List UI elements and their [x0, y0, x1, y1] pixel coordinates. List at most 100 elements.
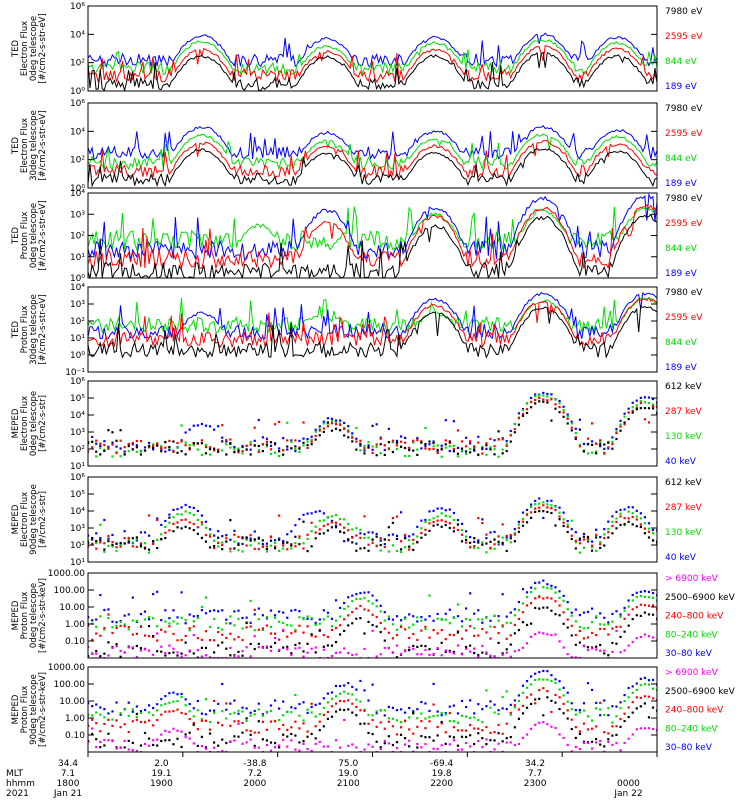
data-point-green [160, 704, 163, 707]
data-point-blue [509, 429, 512, 433]
data-point-red [436, 632, 439, 635]
data-point-green [395, 719, 399, 722]
data-point-red [412, 538, 415, 541]
data-point-red [497, 723, 500, 727]
series-line-7980-ev [88, 148, 657, 188]
data-point-blue [204, 612, 208, 615]
data-point-green [322, 706, 325, 710]
data-point-red [88, 624, 90, 627]
data-point-black [460, 447, 464, 450]
data-point-blue [221, 535, 224, 538]
data-point-blue [469, 536, 472, 539]
data-point-red [330, 521, 334, 524]
data-point-black [192, 528, 195, 532]
data-point-magenta [530, 727, 533, 730]
data-point-blue [505, 536, 508, 539]
data-point-green [603, 452, 606, 456]
data-point-magenta [424, 648, 427, 652]
data-point-red [562, 521, 565, 524]
data-point-red [127, 625, 130, 629]
data-point-green [123, 623, 126, 626]
data-point-magenta [314, 742, 317, 746]
data-point-blue [347, 596, 350, 599]
data-point-black [647, 407, 651, 410]
data-point-green [493, 711, 496, 714]
data-point-red [225, 438, 228, 442]
data-point-black [635, 614, 638, 617]
data-point-black [611, 734, 614, 737]
data-point-black [595, 738, 598, 741]
data-point-blue [184, 622, 187, 625]
data-point-red [314, 725, 317, 728]
data-point-magenta [135, 749, 138, 752]
y-axis-label-line: 30deg telescope [29, 294, 39, 365]
data-point-green [399, 624, 403, 627]
data-point-red [464, 629, 468, 632]
y-axis-label-line: Proton Flux [20, 686, 30, 734]
data-point-black [525, 623, 529, 627]
data-point-black [473, 651, 476, 655]
data-point-blue [204, 424, 208, 427]
data-point-blue [156, 590, 159, 593]
data-point-magenta [88, 740, 90, 744]
data-point-black [338, 429, 342, 432]
data-point-black [404, 537, 407, 540]
data-point-blue [534, 672, 537, 675]
data-point-blue [237, 712, 240, 715]
data-point-green [481, 445, 484, 449]
data-point-black [566, 422, 569, 425]
data-point-black [200, 536, 203, 540]
data-point-black [143, 547, 147, 550]
data-point-red [607, 531, 610, 534]
data-point-magenta [542, 721, 545, 724]
data-point-red [420, 532, 423, 535]
data-point-blue [477, 435, 480, 438]
series-line-7980-ev [88, 305, 657, 359]
data-point-black [464, 538, 468, 541]
data-point-red [509, 533, 512, 537]
data-point-red [168, 625, 171, 628]
data-point-green [314, 525, 317, 528]
data-point-black [99, 539, 102, 542]
data-point-green [152, 714, 155, 717]
data-point-blue [582, 702, 586, 705]
data-point-black [489, 448, 492, 451]
data-point-blue [107, 445, 110, 448]
data-point-black [379, 543, 382, 547]
y-axis-label-line: 90deg telescope [29, 484, 39, 555]
data-point-red [509, 711, 512, 714]
data-point-blue [334, 524, 338, 527]
data-point-green [253, 629, 256, 632]
data-point-green [184, 441, 187, 444]
data-point-black [404, 737, 407, 740]
data-point-green [566, 523, 569, 526]
y-tick-label: 1000.00 [48, 663, 85, 673]
data-point-blue [469, 442, 472, 445]
data-point-black [546, 510, 549, 514]
data-point-green [513, 531, 516, 535]
data-point-blue [383, 542, 386, 546]
data-point-black [501, 652, 504, 655]
data-point-blue [123, 614, 126, 617]
data-point-red [115, 719, 118, 722]
data-point-red [135, 632, 138, 635]
data-point-black [208, 546, 212, 549]
data-point-magenta [550, 633, 553, 637]
time-axis-value: 2000 [243, 779, 266, 789]
y-tick-label: 10⁴ [70, 30, 85, 40]
data-point-red [542, 687, 545, 690]
data-point-black [343, 708, 346, 712]
data-point-blue [489, 619, 492, 622]
data-point-magenta [595, 741, 598, 744]
data-point-black [534, 510, 537, 513]
data-point-black [497, 540, 500, 543]
data-point-blue [334, 599, 338, 602]
data-point-blue [651, 528, 655, 532]
data-point-red [107, 447, 110, 450]
data-point-blue [387, 617, 390, 621]
data-point-red [538, 396, 541, 400]
data-point-green [95, 541, 98, 545]
data-point-red [257, 628, 260, 631]
data-point-magenta [371, 745, 374, 748]
data-point-green [473, 546, 476, 550]
